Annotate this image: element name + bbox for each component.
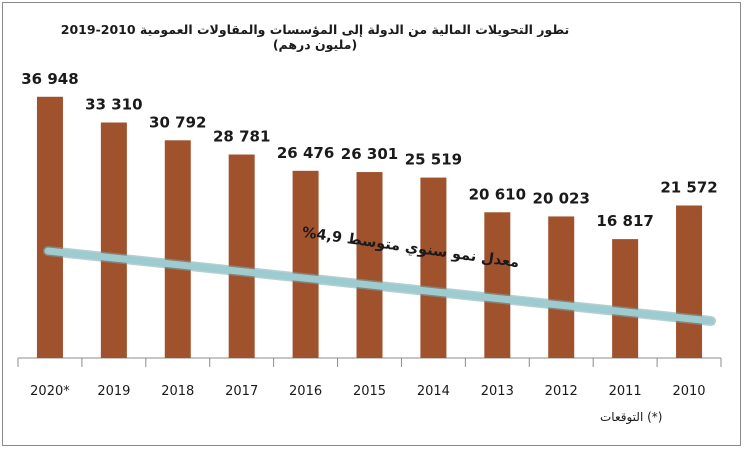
x-tick-label: 2018	[161, 384, 194, 399]
value-label: 20 610	[469, 185, 526, 203]
x-tick-label: 2013	[481, 384, 514, 399]
bar-2010	[676, 205, 703, 358]
bar-2014	[420, 177, 447, 358]
chart-title: تطور التحويلات المالية من الدولة إلى الم…	[60, 22, 570, 52]
trend-line	[44, 247, 715, 325]
bar-2011	[612, 239, 639, 358]
bar-2020	[36, 96, 63, 358]
x-tick-label: 2017	[225, 384, 258, 399]
bar-2012	[548, 216, 575, 358]
x-tick-label: 2014	[417, 384, 450, 399]
value-label: 21 572	[660, 178, 717, 196]
x-tick-label: 2019	[97, 384, 130, 399]
value-label: 33 310	[85, 95, 142, 113]
value-label: 30 792	[149, 113, 206, 131]
footnote: (*) التوقعات	[600, 410, 663, 424]
value-label: 26 301	[341, 145, 398, 163]
value-label: 20 023	[533, 189, 590, 207]
x-tick-label: 2010	[672, 384, 705, 399]
x-tick-label: 2016	[289, 384, 322, 399]
bar-2013	[484, 212, 511, 358]
bar-2018	[164, 140, 191, 358]
x-tick-label: 2012	[545, 384, 578, 399]
x-tick-label: 2020*	[30, 384, 70, 399]
value-label: 26 476	[277, 144, 334, 162]
bar-2019	[100, 122, 127, 359]
bar-2016	[292, 170, 319, 358]
value-label: 25 519	[405, 151, 462, 169]
x-tick-label: 2015	[353, 384, 386, 399]
bar-2015	[356, 172, 383, 358]
value-label: 16 817	[596, 212, 653, 230]
x-tick-label: 2011	[609, 384, 642, 399]
value-label: 28 781	[213, 128, 270, 146]
value-label: 36 948	[21, 70, 78, 88]
bar-2017	[228, 154, 255, 358]
